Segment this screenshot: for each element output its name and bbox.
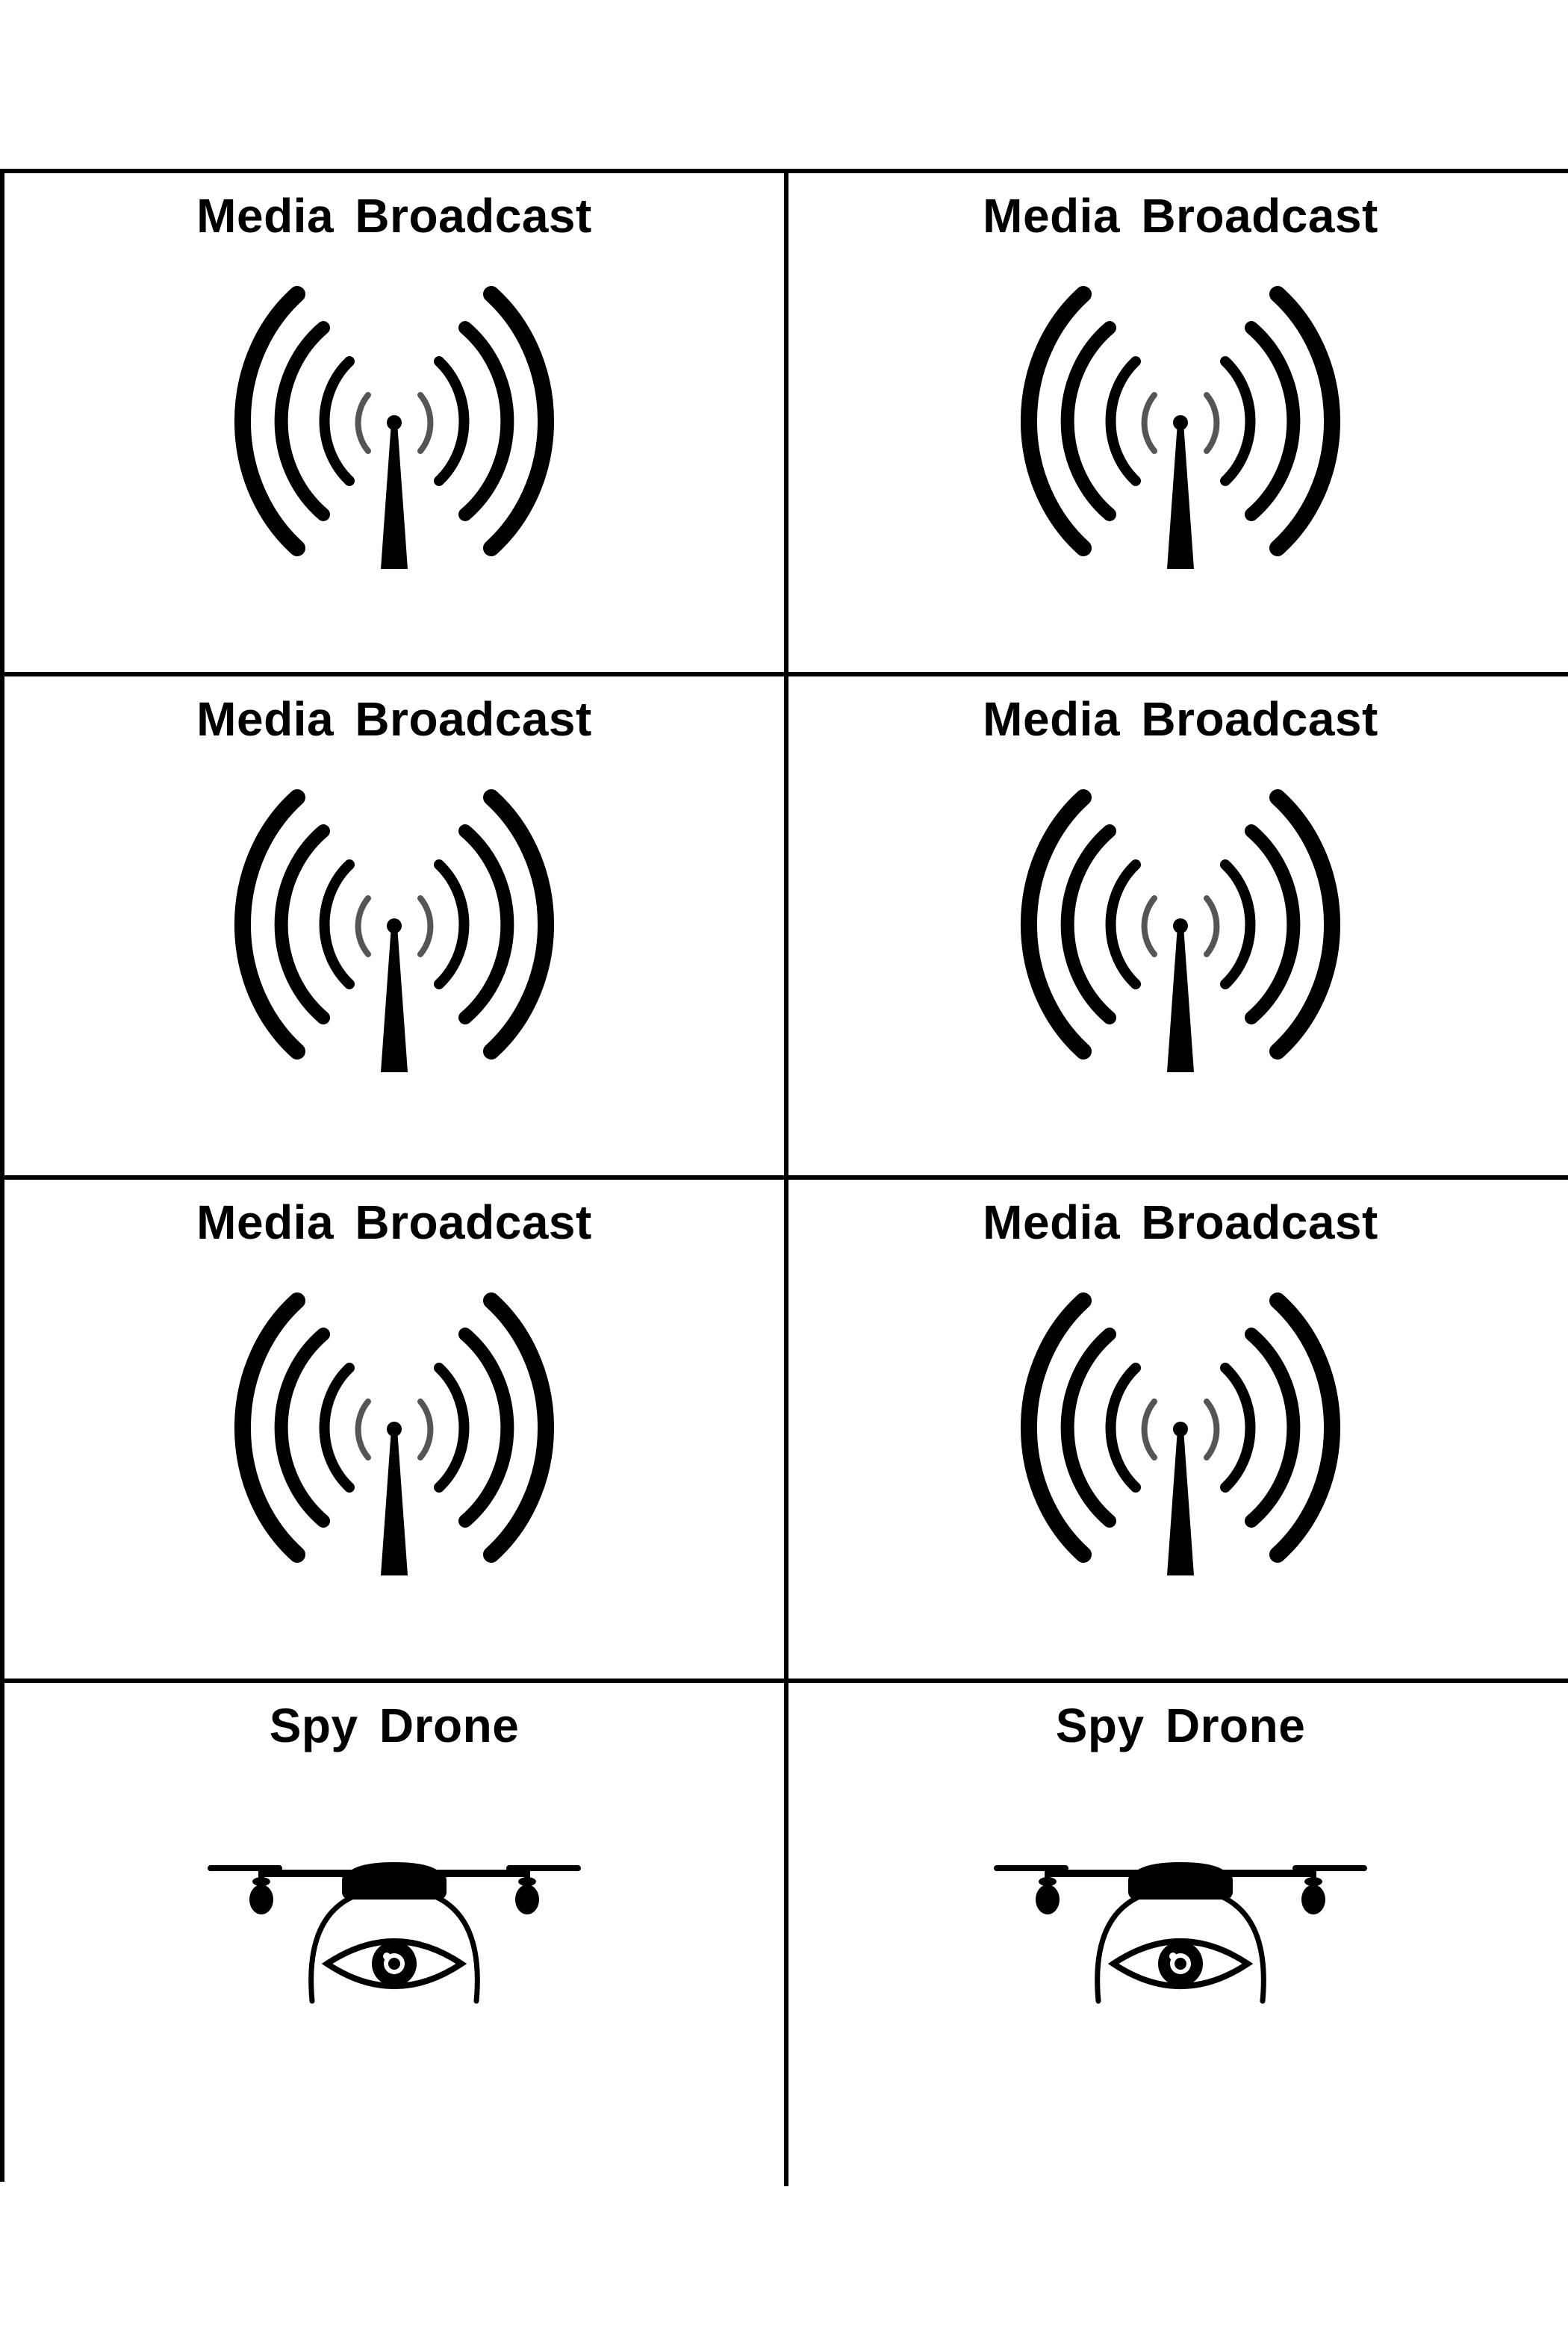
broadcast-antenna-icon	[208, 760, 581, 1081]
card-media-broadcast: Media Broadcast	[788, 1180, 1568, 1683]
card-spy-drone: Spy Drone	[4, 1683, 788, 2186]
card-title: Spy Drone	[269, 1699, 520, 1752]
card-media-broadcast: Media Broadcast	[4, 676, 788, 1180]
broadcast-antenna-icon	[208, 1263, 581, 1584]
broadcast-antenna-icon	[994, 257, 1367, 578]
card-title: Spy Drone	[1055, 1699, 1306, 1752]
spy-drone-icon	[994, 1852, 1367, 2023]
card-spy-drone: Spy Drone	[788, 1683, 1568, 2186]
card-media-broadcast: Media Broadcast	[4, 1180, 788, 1683]
card-media-broadcast: Media Broadcast	[788, 173, 1568, 676]
card-title: Media Broadcast	[196, 189, 592, 243]
broadcast-antenna-icon	[208, 257, 581, 578]
card-title: Media Broadcast	[983, 692, 1378, 746]
spy-drone-icon	[208, 1852, 581, 2023]
broadcast-antenna-icon	[994, 760, 1367, 1081]
card-title: Media Broadcast	[983, 189, 1378, 243]
broadcast-antenna-icon	[994, 1263, 1367, 1584]
card-media-broadcast: Media Broadcast	[4, 173, 788, 676]
card-title: Media Broadcast	[983, 1195, 1378, 1249]
card-title: Media Broadcast	[196, 692, 592, 746]
card-media-broadcast: Media Broadcast	[788, 676, 1568, 1180]
card-sheet: Media Broadcast Media Broadcast	[0, 169, 1568, 2186]
card-title: Media Broadcast	[196, 1195, 592, 1249]
